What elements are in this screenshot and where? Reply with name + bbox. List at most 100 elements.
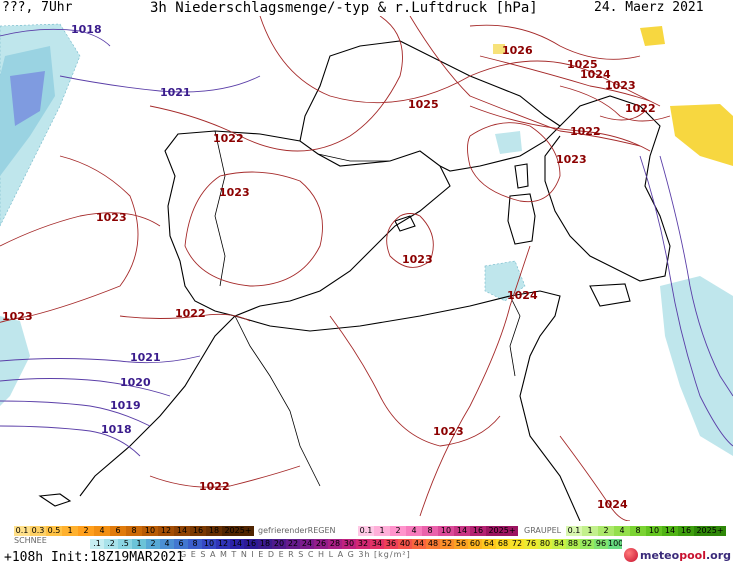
isobar-blue-1021	[0, 355, 201, 364]
island-mallorca	[394, 215, 416, 232]
legend-cell: 80	[538, 539, 552, 549]
legend-total-name: G E S A M T N I E D E R S C H L A G 3h […	[180, 550, 411, 559]
legend-cell: 88	[566, 539, 580, 549]
legend-cell: 100	[608, 539, 622, 549]
isobar-label: 1023	[605, 79, 636, 92]
legend-cell: 8	[422, 526, 438, 536]
legend-freezing-rain: 0.1 1 2 4 8 10 14 16 2025+	[358, 526, 518, 536]
legend-cell: 2025+	[486, 526, 518, 536]
legend-cell: 18	[258, 539, 272, 549]
run-info: +108h Init:18Z19MAR2021	[4, 550, 185, 565]
legend-cell: 68	[496, 539, 510, 549]
legend-cell: 96	[594, 539, 608, 549]
isobar-label: 1025	[567, 58, 598, 71]
precip-area-atlantic-snow	[10, 71, 45, 126]
isobars-blue	[0, 28, 733, 457]
isobar-label: 1022	[625, 102, 656, 115]
legend-cell: 1	[582, 526, 598, 536]
isobar-label: 1025	[408, 98, 439, 111]
legend-snow: 0.1 0.3 0.5 1 2 4 6 8 10 12 14 16 18 2025+	[14, 526, 254, 536]
isobar-1024-southeast	[559, 435, 631, 521]
legend-cell: 8	[630, 526, 646, 536]
precip-area-adriatic-snow	[670, 104, 733, 166]
island-sardinia	[507, 193, 536, 245]
meteopool-logo[interactable]: meteopool.org	[624, 548, 731, 562]
isobar-blue-1021-north	[59, 75, 261, 93]
legend-cell: 84	[552, 539, 566, 549]
isobar-1022-morocco	[119, 313, 251, 322]
legend-cell: 12	[158, 526, 174, 536]
legend-cell: 6	[174, 539, 188, 549]
legend-cell: 0.1	[14, 526, 30, 536]
border-spain-france	[317, 153, 390, 162]
legend-cell: 32	[356, 539, 370, 549]
isobar-blue-east	[639, 155, 733, 447]
legend-cell: 48	[426, 539, 440, 549]
legend-cell: 4	[94, 526, 110, 536]
isobar-blue-1019	[0, 400, 151, 427]
legend-cell: 22	[286, 539, 300, 549]
legend-cell: 34	[370, 539, 384, 549]
legend-cell: 60	[468, 539, 482, 549]
legend-cell: 4	[406, 526, 422, 536]
isobar-blue-1020	[0, 378, 171, 397]
legend-cell: 20	[272, 539, 286, 549]
legend-cell: 0.5	[46, 526, 62, 536]
header-date: 24. Maerz 2021	[594, 0, 704, 15]
legend-cell: 56	[454, 539, 468, 549]
isobar-label: 1026	[502, 44, 533, 57]
isobar-labels-red: 1026 1025 1024 1023 1022 1022 1025 1022 …	[2, 44, 656, 511]
precip-area-east	[660, 276, 733, 456]
isobar-1025-east	[409, 16, 641, 147]
isobar-1024-north	[479, 55, 651, 102]
precip-area-corsica	[495, 131, 522, 154]
legend-cell: 10	[202, 539, 216, 549]
legend-cell: .2	[104, 539, 118, 549]
legend-cell: 16	[678, 526, 694, 536]
legend-cell: 14	[230, 539, 244, 549]
legend-cell: .5	[118, 539, 132, 549]
island-canaries	[38, 493, 72, 507]
legend-cell: 92	[580, 539, 594, 549]
legend-cell: 1	[62, 526, 78, 536]
coast-france	[299, 40, 561, 172]
legend-cell: 14	[662, 526, 678, 536]
precipitation-areas	[0, 23, 733, 456]
legend-cell: 1	[374, 526, 390, 536]
legend-cell: 0.1	[358, 526, 374, 536]
legend-cell: 16	[244, 539, 258, 549]
coastlines	[38, 40, 671, 521]
precip-area-alps-snow	[640, 26, 665, 46]
isobar-label: 1023	[2, 310, 33, 323]
isobar-label: 1018	[101, 423, 132, 436]
isobar-1022-south	[149, 465, 301, 488]
isobar-1023-atlantic	[0, 212, 161, 247]
legend-cell: 64	[482, 539, 496, 549]
island-sicily	[589, 283, 631, 307]
legend-cell: 76	[524, 539, 538, 549]
isobar-blue-east-2	[659, 155, 733, 397]
isobar-label: 1024	[597, 498, 628, 511]
legend-cell: 8	[188, 539, 202, 549]
legend-cell: 14	[454, 526, 470, 536]
isobar-blue-1018-south	[0, 425, 141, 457]
border-algeria-tunisia	[509, 295, 521, 377]
isobar-1022-west	[149, 16, 403, 152]
legend-cell: 16	[190, 526, 206, 536]
isobar-1026	[469, 24, 641, 60]
legend-cell: 12	[216, 539, 230, 549]
globe-icon	[624, 548, 638, 562]
isobar-label: 1023	[402, 253, 433, 266]
legend-cell: 72	[510, 539, 524, 549]
coast-morocco	[79, 315, 236, 497]
isobar-1024-africa	[419, 245, 531, 517]
legend-cell: 8	[126, 526, 142, 536]
legend-cell: 30	[342, 539, 356, 549]
isobar-labels-blue: 1018 1021 1021 1020 1019 1018	[71, 23, 191, 436]
isobar-label: 1021	[160, 86, 191, 99]
isobar-label: 1023	[556, 153, 587, 166]
header-title: 3h Niederschlagsmenge/-typ & r.Luftdruck…	[150, 0, 538, 16]
legend-cell: 16	[470, 526, 486, 536]
legend-cell: 2025+	[222, 526, 254, 536]
